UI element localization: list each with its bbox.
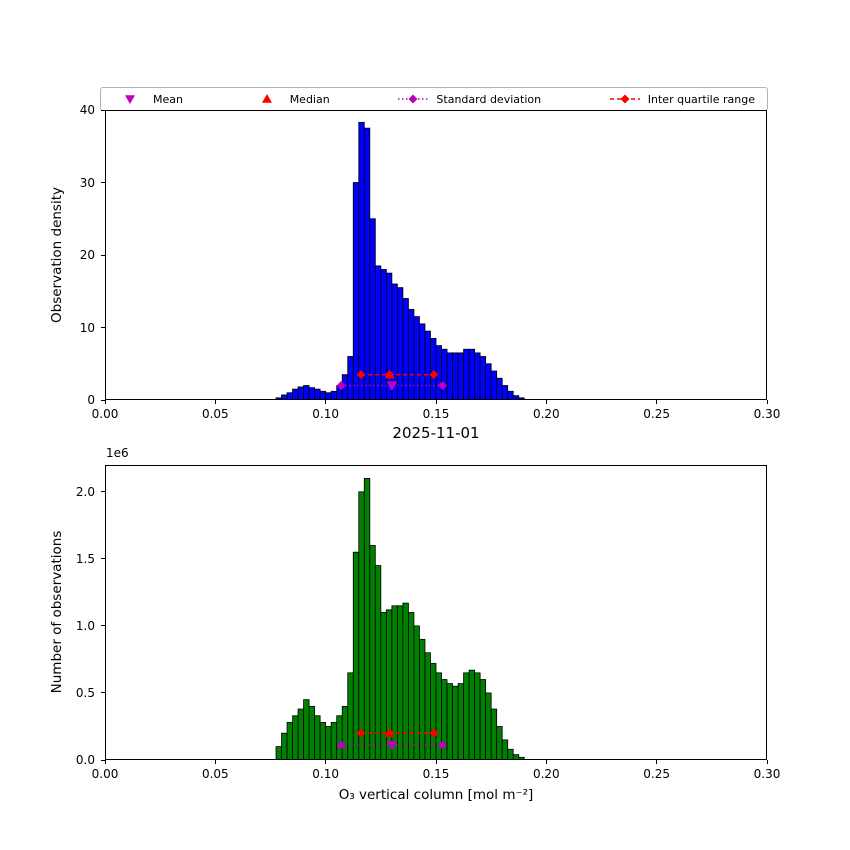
y-tick-label: 20 bbox=[79, 248, 95, 262]
y-tick-mark bbox=[101, 109, 105, 111]
x-tick-label: 0.05 bbox=[201, 407, 229, 421]
legend-label-standard-deviation: Standard deviation bbox=[436, 92, 542, 106]
legend-label-inter-quartile-range: Inter quartile range bbox=[647, 92, 755, 106]
y-tick-label: 2.0 bbox=[75, 484, 95, 499]
x-tick-label: 0.30 bbox=[753, 767, 781, 781]
x-tick-mark bbox=[214, 760, 216, 764]
x-tick-mark bbox=[545, 400, 547, 404]
x-tick-label: 0.05 bbox=[201, 767, 229, 781]
y-tick-mark bbox=[101, 558, 105, 560]
counts-histogram-plot bbox=[105, 465, 767, 760]
y-tick-label: 0 bbox=[87, 393, 95, 407]
histogram-panel-density bbox=[105, 110, 767, 400]
x-tick-label: 0.20 bbox=[532, 767, 560, 781]
x-tick-label: 0.00 bbox=[91, 407, 119, 421]
legend-item-mean: Mean bbox=[113, 92, 183, 106]
y-tick-label: 0.5 bbox=[75, 685, 95, 700]
y-tick-mark bbox=[101, 399, 105, 401]
x-tick-mark bbox=[435, 760, 437, 764]
median-marker-icon bbox=[261, 94, 272, 103]
x-tick-label: 0.30 bbox=[753, 407, 781, 421]
x-tick-label: 0.15 bbox=[422, 767, 450, 781]
inter-quartile-range-marker-icon bbox=[609, 94, 640, 104]
y-axis-offset-text: 1e6 bbox=[106, 446, 129, 460]
x-tick-label: 0.00 bbox=[91, 767, 119, 781]
x-tick-mark bbox=[766, 760, 768, 764]
x-axis-label: O₃ vertical column [mol m⁻²] bbox=[338, 787, 534, 803]
legend-item-inter-quartile-range: Inter quartile range bbox=[608, 92, 755, 106]
x-tick-label: 0.20 bbox=[532, 407, 560, 421]
x-tick-mark bbox=[104, 400, 106, 404]
x-tick-label: 0.10 bbox=[312, 407, 340, 421]
legend-label-mean: Mean bbox=[153, 92, 183, 106]
x-tick-mark bbox=[325, 760, 327, 764]
y-tick-mark bbox=[101, 182, 105, 183]
y-tick-label: 1.0 bbox=[75, 618, 95, 633]
legend: Mean Median Standard deviation Inter qua… bbox=[100, 87, 768, 111]
y-tick-mark bbox=[101, 759, 105, 761]
legend-item-median: Median bbox=[250, 92, 330, 106]
x-tick-mark bbox=[104, 760, 106, 764]
standard-deviation-marker-icon bbox=[398, 94, 429, 104]
y-tick-label: 30 bbox=[79, 175, 95, 190]
x-tick-mark bbox=[656, 760, 658, 764]
histogram-panel-counts bbox=[105, 465, 767, 760]
x-tick-mark bbox=[545, 760, 547, 764]
y-tick-label: 1.5 bbox=[75, 551, 95, 566]
x-tick-label: 0.25 bbox=[643, 767, 671, 781]
x-tick-mark bbox=[766, 400, 768, 404]
x-tick-mark bbox=[214, 400, 216, 404]
y-tick-mark bbox=[101, 692, 105, 694]
legend-label-median: Median bbox=[289, 92, 330, 106]
x-tick-label: 0.25 bbox=[643, 407, 671, 421]
y-tick-label: 40 bbox=[79, 103, 95, 117]
y-tick-label: 10 bbox=[79, 320, 95, 335]
y-tick-mark bbox=[101, 491, 105, 493]
y-tick-label: 0.0 bbox=[75, 753, 95, 767]
y-tick-mark bbox=[101, 327, 105, 328]
y-tick-mark bbox=[101, 254, 105, 256]
mean-marker-icon bbox=[125, 95, 135, 104]
x-tick-label: 0.15 bbox=[422, 407, 450, 421]
x-tick-mark bbox=[325, 400, 327, 404]
x-tick-label: 0.10 bbox=[312, 767, 340, 781]
chart-title: 2025-11-01 bbox=[392, 424, 480, 442]
density-histogram-plot bbox=[105, 110, 767, 400]
y-tick-mark bbox=[101, 625, 105, 627]
x-tick-mark bbox=[656, 400, 658, 404]
x-tick-mark bbox=[435, 400, 437, 404]
legend-item-standard-deviation: Standard deviation bbox=[396, 92, 541, 106]
